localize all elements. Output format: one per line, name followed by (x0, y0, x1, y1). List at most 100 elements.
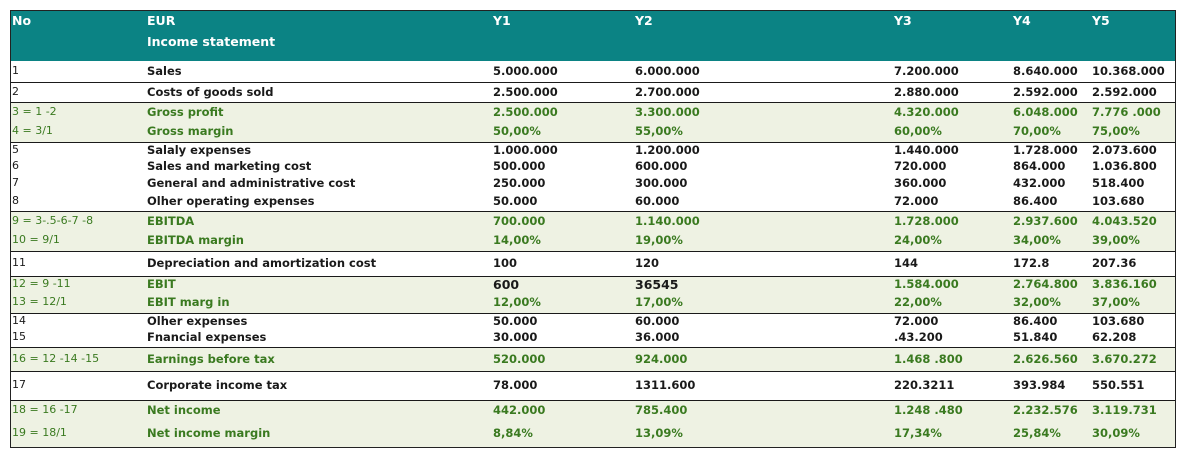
cell-y1: 250.000 (493, 176, 546, 190)
table-row: 14 Olher expenses 50.000 60.000 72.000 86.400… (11, 313, 1175, 331)
cell-y3: 1.584.000 (894, 277, 959, 291)
row-label: EBITDA margin (147, 233, 244, 247)
cell-y5: 550.551 (1092, 378, 1145, 392)
cell-y4: 25,84% (1013, 426, 1061, 440)
header-year-2: Y2 (635, 13, 653, 28)
cell-y2: 17,00% (635, 295, 683, 309)
table-row: 8 Olher operating expenses 50.000 60.000 72.… (11, 193, 1175, 211)
cell-y3: 60,00% (894, 124, 942, 138)
cell-y3: 7.200.000 (894, 64, 959, 78)
cell-y3: 720.000 (894, 159, 947, 173)
cell-y5: 39,00% (1092, 233, 1140, 247)
cell-y3: 4.320.000 (894, 105, 959, 119)
row-label: Depreciation and amortization cost (147, 256, 377, 270)
header-year-4: Y4 (1013, 13, 1031, 28)
table-row: 13 = 12/1 EBIT marg in 12,00% 17,00% 22,00% 3… (11, 293, 1175, 313)
cell-y1: 50.000 (493, 194, 538, 208)
row-label: Salaly expenses (147, 143, 252, 157)
cell-y3: 17,34% (894, 426, 942, 440)
cell-y4: 2.764.800 (1013, 277, 1078, 291)
cell-y4: 86.400 (1013, 194, 1058, 208)
row-number: 8 (12, 194, 19, 207)
cell-y2: 3.300.000 (635, 105, 700, 119)
table-row: 16 = 12 -14 -15 Earnings before tax 520.00… (11, 347, 1175, 372)
cell-y5: 62.208 (1092, 330, 1137, 344)
cell-y3: 22,00% (894, 295, 942, 309)
header-year-1: Y1 (493, 13, 511, 28)
cell-y4: 172.8 (1013, 256, 1050, 270)
cell-y1: 500.000 (493, 159, 546, 173)
cell-y3: 1.468 .800 (894, 352, 963, 366)
row-label: Net income (147, 403, 221, 417)
cell-y5: 103.680 (1092, 194, 1145, 208)
cell-y1: 50.000 (493, 314, 538, 328)
table-header: No EUR Income statement Y1 Y2 Y3 Y4 Y5 (11, 11, 1175, 61)
row-number: 17 (12, 378, 26, 391)
row-number: 6 (12, 159, 19, 172)
cell-y1: 700.000 (493, 214, 546, 228)
cell-y4: 1.728.000 (1013, 143, 1078, 157)
row-number: 4 = 3/1 (12, 124, 53, 137)
table-row: 2 Costs of goods sold 2.500.000 2.700.000 2.… (11, 82, 1175, 103)
row-number: 12 = 9 -11 (12, 277, 71, 290)
row-number: 11 (12, 256, 26, 269)
cell-y4: 2.232.576 (1013, 403, 1078, 417)
row-number: 18 = 16 -17 (12, 403, 78, 416)
header-no: No (12, 13, 32, 28)
table-row: 18 = 16 -17 Net income 442.000 785.400 1.248… (11, 400, 1175, 421)
table-row: 6 Sales and marketing cost 500.000 600.000 7… (11, 159, 1175, 176)
cell-y2: 1311.600 (635, 378, 696, 392)
row-number: 9 = 3-.5-6-7 -8 (12, 214, 94, 227)
cell-y2: 19,00% (635, 233, 683, 247)
cell-y5: 75,00% (1092, 124, 1140, 138)
row-label: Sales (147, 64, 182, 78)
row-label: Net income margin (147, 426, 271, 440)
cell-y2: 36545 (635, 277, 679, 292)
cell-y4: 6.048.000 (1013, 105, 1078, 119)
cell-y5: 3.836.160 (1092, 277, 1157, 291)
cell-y3: 220.3211 (894, 378, 955, 392)
cell-y5: 7.776 .000 (1092, 105, 1161, 119)
row-label: EBITDA (147, 214, 195, 228)
row-number: 15 (12, 330, 26, 343)
row-number: 10 = 9/1 (12, 233, 60, 246)
row-label: Fnancial expenses (147, 330, 267, 344)
row-number: 5 (12, 143, 19, 156)
cell-y4: 864.000 (1013, 159, 1066, 173)
table-row: 19 = 18/1 Net income margin 8,84% 13,09% 17,… (11, 420, 1175, 447)
table-row: 17 Corporate income tax 78.000 1311.600 220.… (11, 371, 1175, 401)
cell-y4: 2.626.560 (1013, 352, 1078, 366)
cell-y1: 2.500.000 (493, 85, 558, 99)
cell-y5: 3.670.272 (1092, 352, 1157, 366)
table-row: 5 Salaly expenses 1.000.000 1.200.000 1.440.… (11, 142, 1175, 160)
cell-y4: 2.937.600 (1013, 214, 1078, 228)
cell-y3: 72.000 (894, 194, 939, 208)
cell-y3: 2.880.000 (894, 85, 959, 99)
cell-y5: 2.073.600 (1092, 143, 1157, 157)
row-number: 1 (12, 64, 19, 77)
cell-y5: 2.592.000 (1092, 85, 1157, 99)
header-currency: EUR (147, 13, 176, 28)
cell-y2: 6.000.000 (635, 64, 700, 78)
cell-y1: 442.000 (493, 403, 546, 417)
cell-y2: 36.000 (635, 330, 680, 344)
cell-y5: 1.036.800 (1092, 159, 1157, 173)
cell-y2: 2.700.000 (635, 85, 700, 99)
cell-y1: 8,84% (493, 426, 533, 440)
table-row: 7 General and administrative cost 250.000 3… (11, 176, 1175, 193)
cell-y4: 32,00% (1013, 295, 1061, 309)
row-label: General and administrative cost (147, 176, 356, 190)
table-row: 10 = 9/1 EBITDA margin 14,00% 19,00% 24,00% 3… (11, 231, 1175, 251)
cell-y5: 37,00% (1092, 295, 1140, 309)
cell-y1: 2.500.000 (493, 105, 558, 119)
table-row: 15 Fnancial expenses 30.000 36.000 .43.200 51… (11, 330, 1175, 347)
cell-y1: 600 (493, 277, 520, 292)
row-number: 16 = 12 -14 -15 (12, 352, 100, 365)
cell-y5: 207.36 (1092, 256, 1137, 270)
cell-y1: 12,00% (493, 295, 541, 309)
cell-y5: 103.680 (1092, 314, 1145, 328)
row-label: EBIT (147, 277, 176, 291)
cell-y4: 34,00% (1013, 233, 1061, 247)
table-row: 12 = 9 -11 EBIT 600 36545 1.584.000 2.764.800… (11, 276, 1175, 294)
cell-y3: 24,00% (894, 233, 942, 247)
